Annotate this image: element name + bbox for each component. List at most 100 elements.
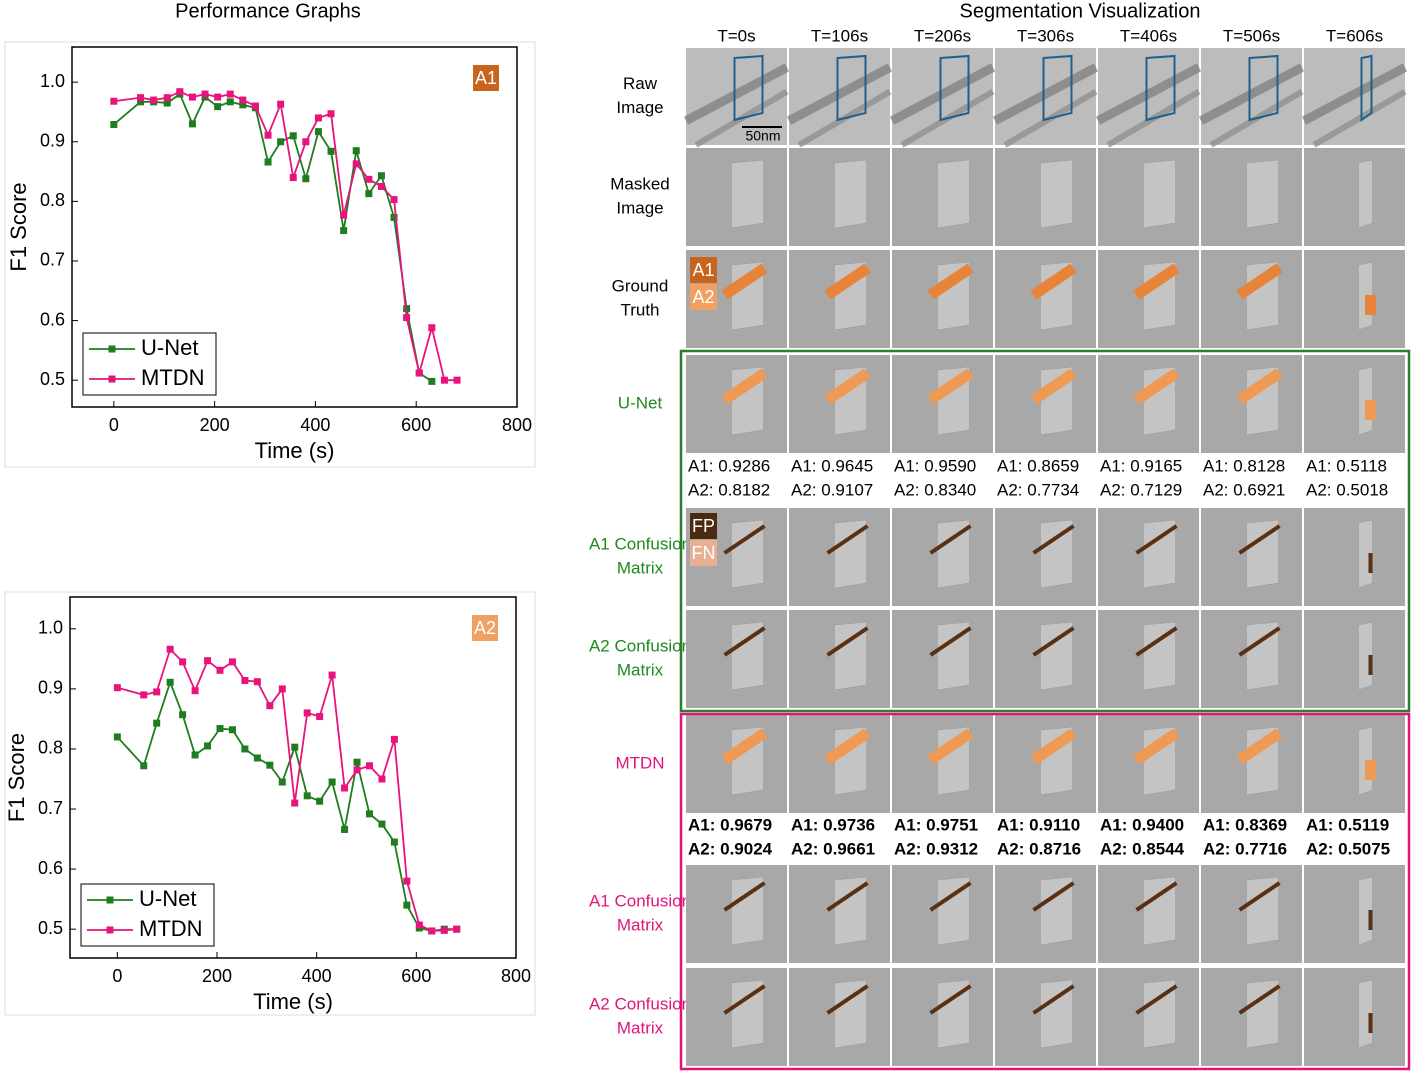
legend-box	[82, 332, 217, 396]
masked-patch	[1246, 621, 1279, 691]
row-label: Matrix	[617, 915, 664, 934]
x-axis-title: Time (s)	[253, 989, 333, 1014]
image-tile	[1201, 355, 1302, 453]
data-point	[226, 98, 234, 106]
data-point	[137, 98, 145, 106]
masked-patch	[731, 159, 764, 229]
mask-stripe	[929, 524, 972, 555]
mask-stripe	[723, 626, 766, 657]
mask-stripe	[723, 524, 766, 555]
masked-patch	[1246, 979, 1279, 1049]
data-point	[278, 778, 286, 786]
image-tile	[995, 355, 1096, 453]
score: A2: 0.5018	[1306, 480, 1388, 499]
y-tick-label: 0.9	[40, 131, 65, 151]
image-tile	[1098, 148, 1199, 246]
score: A1: 0.9736	[791, 815, 875, 834]
masked-patch	[937, 979, 970, 1049]
image-tile	[892, 968, 993, 1066]
data-point	[214, 93, 222, 101]
mask-stripe	[1238, 524, 1281, 555]
data-point	[340, 211, 348, 219]
roi-box	[733, 54, 764, 122]
x-tick-label: 200	[200, 415, 230, 435]
masked-patch	[834, 979, 867, 1049]
legend-label: U-Net	[141, 335, 198, 360]
data-point	[266, 702, 274, 710]
mask-stripe	[929, 626, 972, 657]
roi-box	[1042, 54, 1073, 122]
roi-box	[939, 54, 970, 122]
y-tick-label: 0.6	[38, 858, 63, 878]
data-point	[352, 160, 360, 168]
score: A1: 0.8659	[997, 456, 1079, 475]
image-tile	[995, 148, 1096, 246]
data-point	[179, 711, 187, 719]
row-label: Image	[616, 198, 663, 217]
data-point	[390, 196, 398, 204]
data-point	[314, 114, 322, 122]
image-tile	[1098, 355, 1199, 453]
x-tick-label: 800	[502, 415, 532, 435]
data-point	[327, 147, 335, 155]
masked-patch	[1246, 519, 1279, 589]
mask-stripe	[929, 881, 972, 912]
legend-marker	[108, 375, 116, 383]
data-point	[390, 735, 398, 743]
image-tile	[995, 508, 1096, 606]
row-label: A1 Confusion	[589, 891, 691, 910]
y-tick-label: 0.5	[38, 918, 63, 938]
roi-box	[836, 54, 867, 122]
score: A1: 0.5118	[1306, 456, 1387, 475]
masked-patch	[1143, 519, 1176, 589]
data-point	[191, 751, 199, 759]
row-label: A2 Confusion	[589, 636, 691, 655]
masked-patch	[937, 159, 970, 229]
y-tick-label: 1.0	[38, 618, 63, 638]
data-point	[153, 688, 161, 696]
data-point	[179, 658, 187, 666]
score: A2: 0.7716	[1203, 839, 1287, 858]
masked-patch	[937, 876, 970, 946]
data-point	[327, 110, 335, 118]
data-point	[365, 810, 373, 818]
data-point	[314, 128, 322, 136]
legend-marker	[108, 345, 116, 353]
image-tile	[992, 48, 1099, 148]
image-tile	[1201, 610, 1302, 708]
data-point	[378, 775, 386, 783]
image-tile	[1095, 48, 1202, 148]
x-tick-label: 800	[501, 966, 531, 986]
score: A2: 0.7129	[1100, 480, 1182, 499]
column-header: T=0s	[717, 26, 755, 45]
x-tick-label: 400	[300, 415, 330, 435]
image-tile	[1098, 865, 1199, 963]
fiber	[889, 63, 996, 125]
mask-stripe	[1133, 263, 1180, 300]
data-point	[303, 709, 311, 717]
data-point	[328, 671, 336, 679]
mask-stripe	[1135, 984, 1178, 1015]
y-tick-label: 0.8	[38, 738, 63, 758]
score: A1: 0.9590	[894, 456, 976, 475]
mask-stripe	[927, 263, 974, 300]
mask-stripe	[1236, 368, 1283, 405]
image-tile	[995, 250, 1096, 348]
y-tick-label: 0.7	[38, 798, 63, 818]
x-tick-label: 0	[112, 966, 122, 986]
tile-bg	[1304, 715, 1405, 813]
data-point	[266, 761, 274, 769]
image-tile	[686, 865, 787, 963]
image-tile	[892, 508, 993, 606]
masked-patch	[1246, 159, 1279, 229]
data-point	[140, 691, 148, 699]
mask-stripe	[1133, 728, 1180, 765]
data-point	[291, 799, 299, 807]
row-label: Raw	[623, 74, 658, 93]
data-point	[316, 797, 324, 805]
score: A1: 0.5119	[1306, 815, 1389, 834]
score: A1: 0.9645	[791, 456, 873, 475]
image-tile	[686, 968, 787, 1066]
image-tile	[683, 48, 790, 148]
image-tile	[892, 148, 993, 246]
